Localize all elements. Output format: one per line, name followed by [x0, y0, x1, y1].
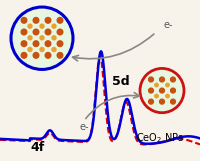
Text: CeO$_2$ NPs: CeO$_2$ NPs [136, 131, 184, 145]
Circle shape [21, 18, 27, 23]
Circle shape [52, 47, 56, 52]
Text: 4f: 4f [30, 141, 44, 154]
Circle shape [28, 47, 32, 52]
Circle shape [155, 94, 158, 98]
Circle shape [45, 29, 51, 35]
Circle shape [171, 99, 175, 104]
Circle shape [57, 41, 63, 47]
Text: 5d: 5d [112, 75, 130, 88]
Circle shape [33, 52, 39, 58]
Circle shape [149, 99, 153, 104]
Circle shape [45, 18, 51, 23]
Circle shape [171, 88, 175, 93]
Circle shape [33, 18, 39, 23]
Circle shape [149, 77, 153, 82]
Circle shape [166, 83, 169, 87]
Circle shape [160, 99, 164, 104]
Circle shape [28, 24, 32, 28]
Circle shape [149, 88, 153, 93]
Circle shape [160, 88, 164, 93]
Text: e-: e- [164, 20, 174, 30]
Circle shape [40, 24, 44, 28]
Circle shape [33, 29, 39, 35]
Circle shape [140, 68, 184, 113]
Circle shape [40, 47, 44, 52]
Circle shape [52, 36, 56, 40]
Circle shape [171, 77, 175, 82]
Circle shape [166, 94, 169, 98]
Circle shape [33, 41, 39, 47]
Circle shape [21, 29, 27, 35]
Circle shape [11, 7, 73, 69]
Circle shape [57, 29, 63, 35]
Circle shape [21, 41, 27, 47]
Circle shape [28, 36, 32, 40]
Circle shape [45, 52, 51, 58]
Circle shape [57, 18, 63, 23]
Circle shape [40, 36, 44, 40]
Circle shape [155, 83, 158, 87]
Text: e-: e- [80, 122, 90, 132]
Circle shape [57, 52, 63, 58]
Circle shape [52, 24, 56, 28]
Circle shape [21, 52, 27, 58]
Circle shape [45, 41, 51, 47]
Circle shape [160, 77, 164, 82]
